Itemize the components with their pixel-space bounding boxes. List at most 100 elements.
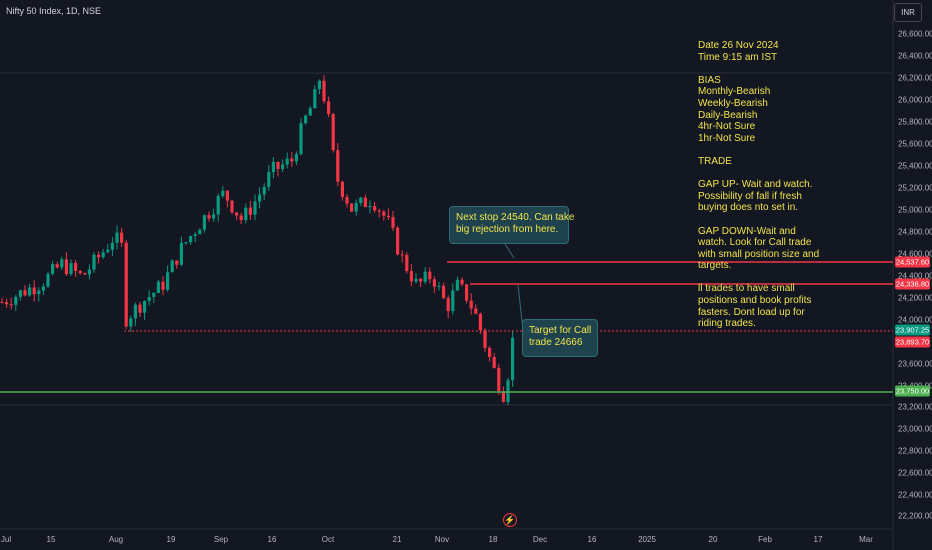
candle-body [129,318,133,327]
candle-body [350,203,354,212]
y-axis-label: 22,400.00 [898,490,932,500]
candle-body [32,287,36,295]
trade-plan-notes[interactable]: Date 26 Nov 2024 Time 9:15 am IST BIAS M… [698,40,820,330]
candle-body [400,254,404,256]
callout-target[interactable]: Target for Call trade 24666 [522,319,598,357]
x-axis-label: 17 [813,535,823,544]
candle-body [308,108,312,116]
callout-target-text: Target for Call trade 24666 [529,325,592,348]
candle-body [377,210,381,212]
candle-body [322,80,326,102]
candle-body [46,273,50,287]
y-axis-label: 22,200.00 [898,511,932,521]
candle-body [317,80,321,90]
candle-body [382,211,386,216]
candle-body [276,161,280,170]
candle-body [92,254,96,270]
candle-body [423,271,427,282]
candle-body [41,286,45,291]
y-axis-label: 24,000.00 [898,315,932,325]
candle-body [51,264,55,274]
candle-body [133,304,137,319]
candle-body [166,272,170,290]
candle-body [239,215,243,221]
candle-body [478,313,482,331]
candle-body [299,123,303,155]
candle-body [455,279,459,291]
candle-body [446,298,450,312]
lightning-icon[interactable]: ⚡ [503,513,517,527]
candle-body [492,356,496,368]
y-axis-label: 25,400.00 [898,161,932,171]
candle-body [451,290,455,312]
candle-body [331,114,335,150]
candle-body [18,290,22,297]
price-tag-resistance-lower: 24,336.80 [895,278,930,290]
candle-body [74,263,78,271]
price-tag-resistance-upper: 24,537.60 [895,256,930,268]
x-axis-label: Nov [434,535,450,544]
candle-body [14,296,18,305]
candle-body [258,194,262,202]
candle-body [327,101,331,115]
y-axis-label: 26,200.00 [898,73,932,83]
candle-body [101,252,105,258]
candle-body [359,197,363,203]
y-axis-label: 25,600.00 [898,139,932,149]
price-tag-support: 23,750.00 [895,385,930,397]
candle-body [230,200,234,213]
candle-body [336,149,340,182]
candle-body [340,181,344,198]
candle-body [432,279,436,287]
candle-body [244,207,248,221]
x-axis-label: 16 [267,535,277,544]
candle-body [235,212,239,216]
y-axis-label: 22,600.00 [898,468,932,478]
candle-body [267,172,271,187]
candle-body [0,302,4,304]
candle-body [179,242,183,265]
candle-body [368,206,372,208]
candle-body [120,232,124,243]
candle-body [248,207,252,215]
x-axis-label: Sep [213,535,229,544]
candle-body [460,279,464,285]
candle-body [115,232,119,243]
candle-body [290,158,294,162]
y-axis-label: 22,800.00 [898,446,932,456]
candle-body [189,236,193,243]
y-axis-label: 25,800.00 [898,117,932,127]
candle-body [271,161,275,173]
price-tag-dotted-level: 23,893.70 [895,336,930,348]
y-axis-label: 26,600.00 [898,29,932,39]
candle-body [414,278,418,282]
candle-body [161,281,165,290]
callout-next-stop[interactable]: Next stop 24540. Can take big rejection … [449,206,574,244]
candle-body [428,271,432,280]
x-axis-label: 19 [166,535,176,544]
x-axis-label: 15 [46,535,56,544]
y-axis-label: 24,200.00 [898,293,932,303]
candle-body [221,190,225,197]
candle-body [156,281,160,293]
x-axis-label: Jul [0,535,12,544]
candle-body [474,308,478,314]
candle-body [511,337,515,381]
candle-body [106,249,110,253]
currency-button[interactable]: INR [894,3,922,22]
candle-body [124,242,128,327]
y-axis-label: 23,000.00 [898,424,932,434]
candle-body [202,215,206,230]
x-axis-label: 20 [708,535,718,544]
candle-body [83,273,87,275]
x-axis-label: Dec [532,535,548,544]
candle-body [363,197,367,207]
candle-body [225,190,229,201]
candle-body [419,278,423,282]
candle-body [170,260,174,273]
x-axis-label: 18 [488,535,498,544]
x-axis-label: 16 [587,535,597,544]
x-axis-label: Mar [859,535,873,544]
x-axis-label: Aug [108,535,124,544]
